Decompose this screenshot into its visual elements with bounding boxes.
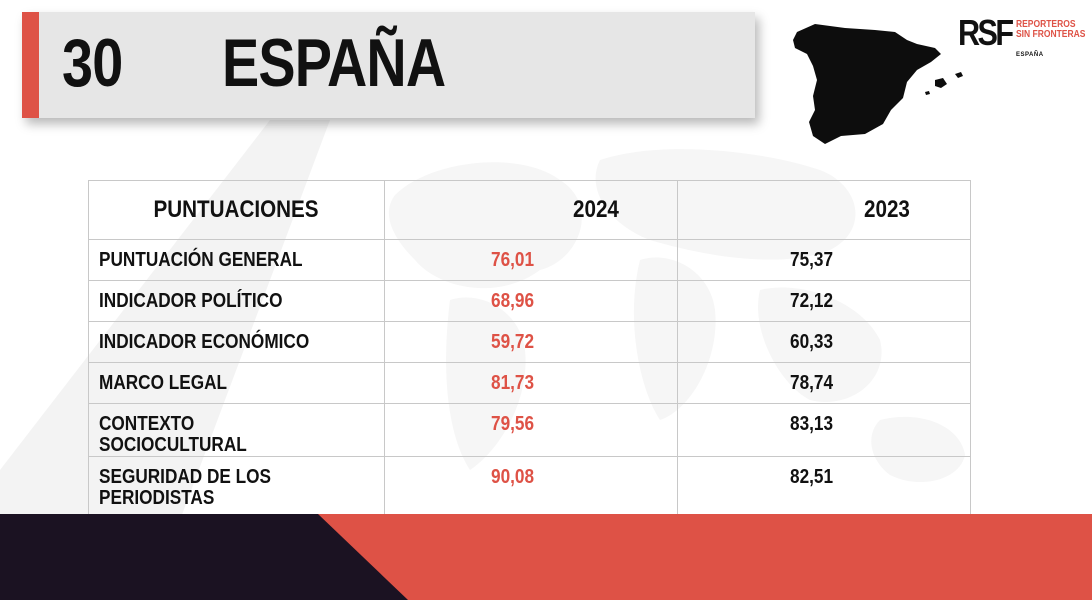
- rank-number: 30: [62, 25, 123, 101]
- row-label: CONTEXTO SOCIOCULTURAL: [88, 403, 385, 457]
- logo-line-1: REPORTEROS: [1016, 19, 1076, 30]
- footer-band: [0, 514, 1092, 600]
- value-2024: 68,96: [384, 280, 678, 322]
- logo-text: REPORTEROS SIN FRONTERAS: [1016, 20, 1085, 40]
- header-2023: 2023: [677, 180, 971, 240]
- table-row: PUNTUACIÓN GENERAL 76,01 75,37: [88, 239, 971, 281]
- title-accent-stripe: [22, 12, 39, 118]
- country-title: ESPAÑA: [222, 25, 446, 101]
- row-label: MARCO LEGAL: [88, 362, 385, 404]
- value-2023: 75,37: [677, 239, 971, 281]
- logo-line-3: ESPAÑA: [1016, 52, 1044, 58]
- value-2023: 60,33: [677, 321, 971, 363]
- rsf-logo: RSF REPORTEROS SIN FRONTERAS ESPAÑA: [958, 14, 1086, 66]
- value-2024: 59,72: [384, 321, 678, 363]
- header-2024: 2024: [384, 180, 678, 240]
- value-2024: 81,73: [384, 362, 678, 404]
- table-row: INDICADOR POLÍTICO 68,96 72,12: [88, 280, 971, 322]
- table-row: INDICADOR ECONÓMICO 59,72 60,33: [88, 321, 971, 363]
- value-2023: 72,12: [677, 280, 971, 322]
- table-row: CONTEXTO SOCIOCULTURAL 79,56 83,13: [88, 403, 971, 457]
- value-2024: 76,01: [384, 239, 678, 281]
- value-2023: 78,74: [677, 362, 971, 404]
- row-label: PUNTUACIÓN GENERAL: [88, 239, 385, 281]
- scores-table: PUNTUACIONES 2024 2023 PUNTUACIÓN GENERA…: [88, 180, 971, 527]
- spain-map-icon: [793, 24, 963, 144]
- title-bar: [22, 12, 755, 118]
- row-label: INDICADOR POLÍTICO: [88, 280, 385, 322]
- header-puntuaciones: PUNTUACIONES: [88, 180, 385, 240]
- value-2024: 79,56: [384, 403, 678, 457]
- logo-mark: RSF: [958, 12, 1014, 53]
- value-2023: 83,13: [677, 403, 971, 457]
- logo-line-2: SIN FRONTERAS: [1016, 29, 1086, 40]
- row-label: INDICADOR ECONÓMICO: [88, 321, 385, 363]
- table-row: MARCO LEGAL 81,73 78,74: [88, 362, 971, 404]
- table-header-row: PUNTUACIONES 2024 2023: [88, 180, 971, 240]
